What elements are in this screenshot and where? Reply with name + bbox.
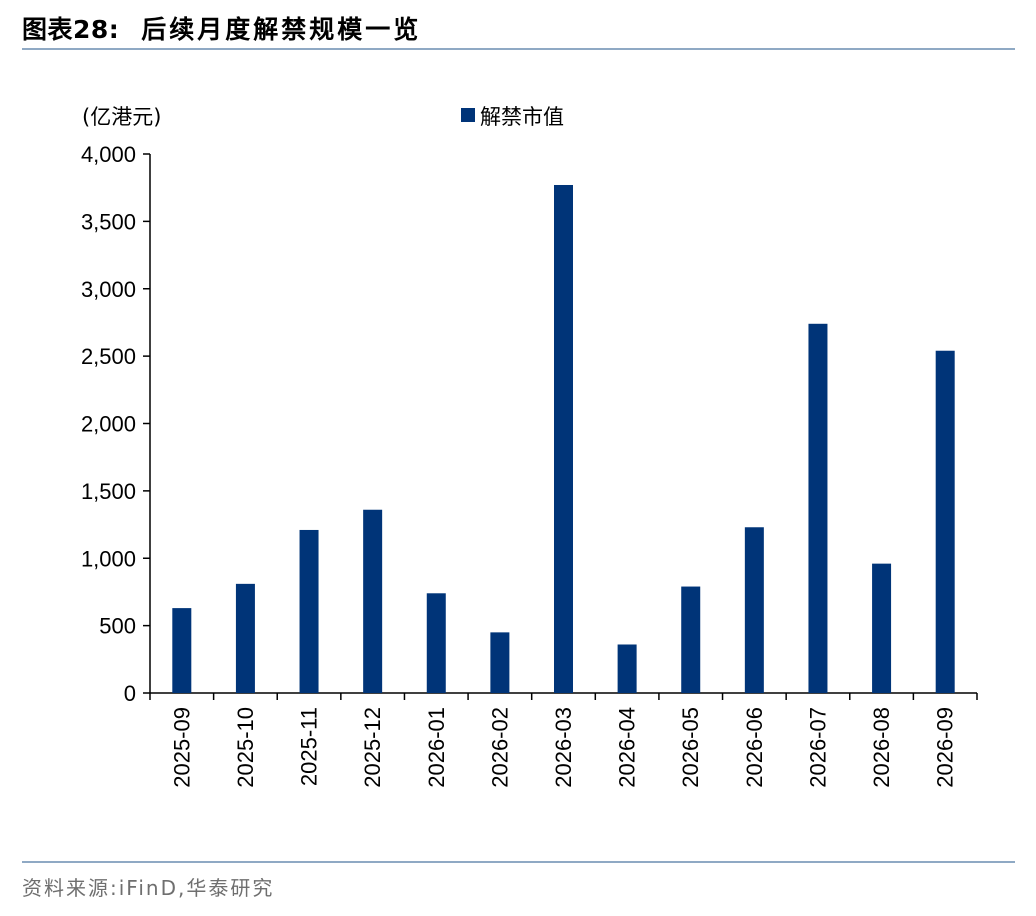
y-tick-label: 500	[99, 614, 136, 639]
legend: 解禁市值	[461, 105, 564, 129]
bar	[363, 509, 383, 693]
x-tick-label: 2026-06	[742, 707, 767, 788]
bar	[617, 644, 637, 693]
figure-label: 图表28:	[22, 15, 120, 44]
x-tick-label: 2025-11	[297, 707, 322, 786]
figure-title: 图表28: 后续月度解禁规模一览	[22, 8, 421, 48]
x-tick-label: 2026-08	[869, 707, 894, 788]
bar-series	[172, 184, 955, 693]
x-tick-label: 2026-01	[424, 707, 449, 788]
bottom-divider	[22, 861, 1015, 863]
y-tick-label: 3,500	[81, 209, 136, 234]
y-tick-label: 2,500	[81, 344, 136, 369]
bar	[808, 323, 828, 693]
source-label: 资料来源:	[22, 876, 119, 900]
bar	[554, 184, 573, 693]
y-tick-label: 2,000	[81, 412, 136, 437]
legend-swatch	[461, 108, 475, 122]
bar	[681, 586, 701, 693]
chart-title: 后续月度解禁规模一览	[141, 15, 422, 44]
bar	[299, 529, 319, 693]
x-tick-label: 2026-09	[933, 707, 958, 788]
y-tick-label: 4,000	[81, 142, 136, 167]
bar	[235, 583, 255, 693]
y-tick-label: 3,000	[81, 277, 136, 302]
y-axis-unit-label: (亿港元)	[82, 105, 161, 129]
x-tick-label: 2026-04	[615, 707, 640, 788]
bar	[426, 593, 446, 693]
bar	[872, 563, 892, 693]
y-tick-label: 1,000	[81, 546, 136, 571]
y-tick-label: 1,500	[81, 479, 136, 504]
y-tick-label: 0	[124, 681, 136, 706]
y-axis: 0 500 1,000 1,500 2,000 2,500 3,000 3,500 4,000	[81, 142, 151, 706]
bar	[172, 608, 192, 693]
bar	[490, 632, 510, 693]
x-tick-label: 2025-12	[360, 707, 385, 788]
source-value: iFinD,华泰研究	[118, 876, 275, 900]
top-divider	[22, 48, 1015, 50]
x-axis: 2025-09 2025-10 2025-11 2025-12 2026-01 2026-…	[149, 692, 978, 788]
bar	[935, 350, 955, 693]
legend-label: 解禁市值	[480, 105, 564, 129]
bar	[744, 527, 764, 693]
x-tick-label: 2026-03	[551, 707, 576, 788]
x-tick-label: 2025-09	[169, 707, 194, 788]
x-tick-label: 2026-07	[805, 707, 830, 788]
x-tick-label: 2025-10	[233, 707, 258, 788]
x-tick-label: 2026-05	[678, 707, 703, 788]
x-tick-label: 2026-02	[487, 707, 512, 788]
source-note: 资料来源:iFinD,华泰研究	[22, 872, 274, 901]
